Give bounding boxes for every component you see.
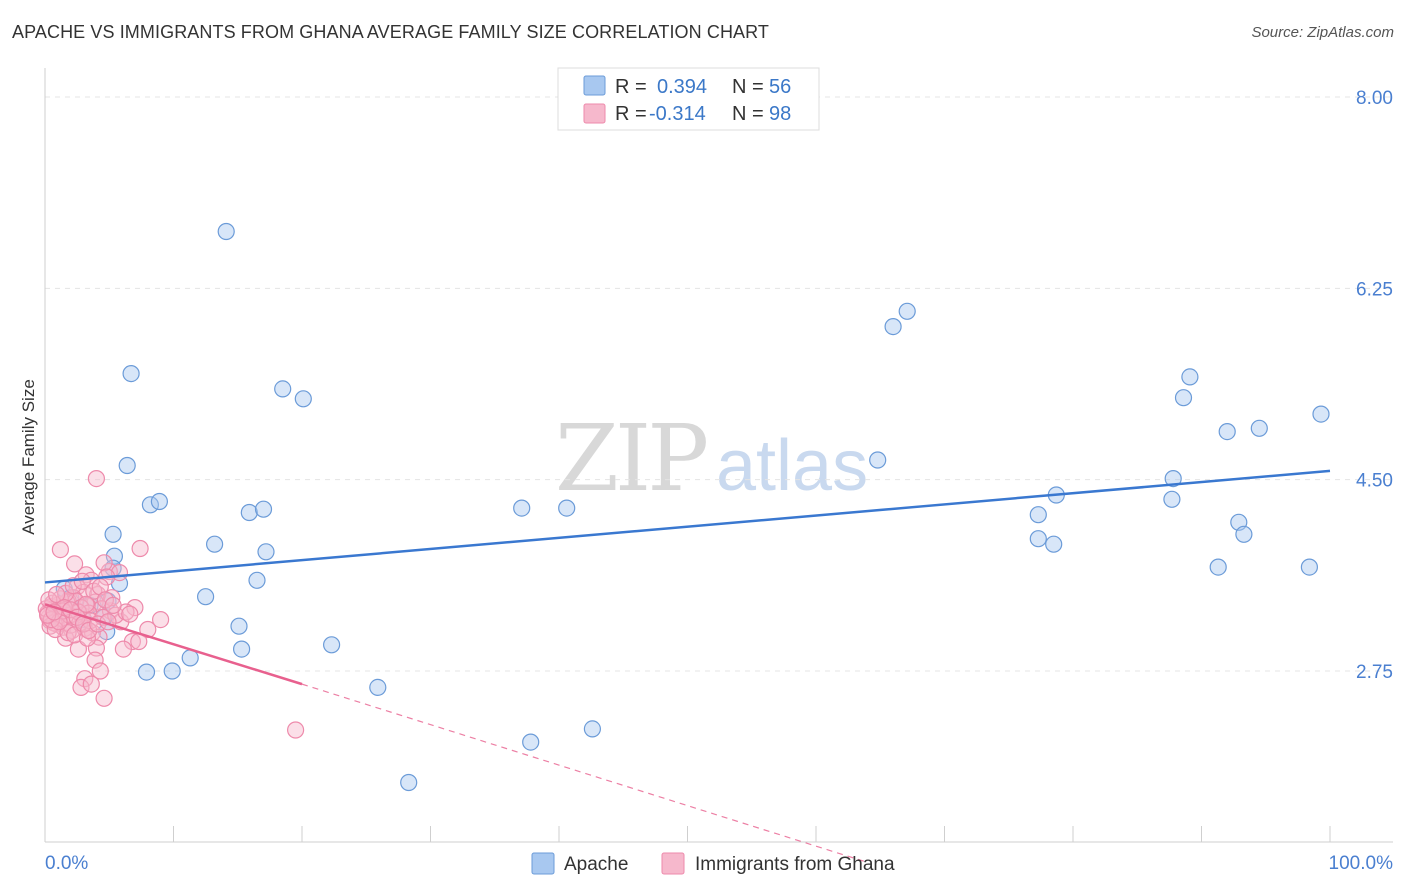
point-1-62 (64, 577, 82, 595)
point-0-11 (257, 543, 275, 561)
point-0-0 (217, 222, 235, 241)
bottom-legend-label-apache: Apache (564, 854, 628, 875)
point-1-20 (152, 610, 170, 629)
point-0-27 (513, 499, 531, 517)
point-1-1 (51, 540, 70, 559)
x-tick-label-max: 100.0% (1329, 853, 1394, 874)
point-0-45 (1235, 525, 1253, 543)
point-0-31 (583, 720, 602, 738)
bottom-legend-swatch-apache (531, 852, 555, 875)
series-1 (37, 470, 305, 739)
bottom-legend-swatch-ghana (661, 852, 685, 875)
bottom-legend-label-ghana: Immigrants from Ghana (695, 854, 895, 875)
point-0-28 (558, 499, 576, 517)
y-axis-label: Average Family Size (19, 379, 38, 535)
watermark-zip: ZIP (555, 405, 706, 512)
point-0-5 (141, 496, 159, 514)
point-0-21 (233, 640, 251, 658)
point-0-43 (1163, 490, 1181, 508)
y-tick-label-1: 4.50 (1356, 471, 1393, 492)
point-0-35 (1181, 368, 1199, 386)
point-0-18 (230, 617, 248, 635)
point-1-5 (95, 554, 113, 572)
watermark-atlas: atlas (716, 426, 868, 506)
point-0-25 (163, 662, 181, 680)
point-1-85 (104, 596, 122, 615)
point-1-86 (121, 605, 139, 623)
legend-n-label-apache: N = (732, 76, 764, 98)
point-0-15 (248, 571, 266, 589)
point-1-77 (95, 689, 113, 707)
x-tick-label-min: 0.0% (45, 853, 88, 874)
series-legend: Apache Immigrants from Ghana (531, 852, 895, 875)
point-0-26 (369, 678, 387, 697)
chart-title: APACHE VS IMMIGRANTS FROM GHANA AVERAGE … (12, 22, 770, 42)
point-1-73 (91, 662, 109, 680)
point-0-46 (1029, 530, 1047, 548)
point-0-47 (1045, 535, 1063, 553)
point-1-37 (114, 640, 133, 658)
point-0-24 (137, 663, 156, 681)
point-1-3 (131, 539, 149, 558)
legend-swatch-apache (583, 75, 606, 96)
point-0-4 (118, 456, 136, 475)
point-0-9 (240, 503, 258, 522)
point-0-3 (294, 390, 312, 408)
point-0-22 (323, 636, 341, 654)
point-0-7 (104, 525, 122, 543)
trend-line-1 (44, 603, 303, 686)
point-0-36 (1174, 389, 1193, 407)
source-credit: Source: ZipAtlas.com (1251, 24, 1394, 41)
point-1-83 (77, 595, 95, 613)
point-0-29 (400, 773, 418, 792)
point-0-34 (884, 318, 902, 336)
y-tick-labels: 2.75 4.50 6.25 8.00 (1356, 88, 1393, 683)
y-tick-label-2: 6.25 (1356, 279, 1393, 300)
point-1-76 (82, 675, 100, 693)
point-0-38 (1250, 419, 1268, 437)
point-0-8 (206, 535, 224, 553)
point-1-67 (41, 617, 59, 635)
trend-extension-1 (301, 683, 868, 863)
legend-n-value-ghana: 98 (769, 103, 791, 125)
point-1-75 (72, 678, 90, 697)
point-1-78 (287, 721, 305, 739)
point-0-37 (1218, 423, 1236, 441)
legend-r-label-ghana: R = (615, 103, 647, 125)
point-0-30 (522, 733, 540, 751)
point-0-10 (254, 500, 273, 518)
point-0-49 (1300, 558, 1319, 576)
point-0-33 (898, 302, 916, 320)
point-1-0 (87, 470, 106, 488)
point-1-72 (86, 651, 104, 669)
gridlines (45, 96, 1393, 672)
point-0-32 (869, 451, 887, 469)
point-0-16 (197, 588, 215, 606)
point-0-39 (1312, 405, 1330, 423)
point-0-6 (150, 492, 168, 511)
point-0-48 (1209, 558, 1227, 576)
point-0-42 (1029, 506, 1047, 524)
data-series (37, 222, 1331, 863)
legend-r-value-apache: 0.394 (657, 76, 707, 98)
point-1-93 (80, 621, 98, 640)
trend-line-0 (44, 469, 1331, 584)
legend-r-value-ghana: -0.314 (649, 103, 706, 125)
legend-n-value-apache: 56 (769, 76, 791, 98)
legend-n-label-ghana: N = (732, 103, 764, 125)
x-axis-ticks (44, 826, 1331, 842)
correlation-legend: R = 0.394 N = 56 R = -0.314 N = 98 (557, 67, 820, 131)
legend-r-label-apache: R = (615, 76, 647, 98)
y-tick-label-0: 2.75 (1356, 662, 1393, 683)
point-0-1 (122, 365, 140, 383)
y-tick-label-3: 8.00 (1356, 88, 1393, 109)
watermark: ZIP atlas (555, 405, 868, 512)
point-1-63 (73, 572, 91, 590)
point-1-80 (47, 585, 66, 604)
legend-swatch-ghana (583, 103, 606, 124)
point-0-40 (1164, 470, 1182, 488)
point-1-2 (65, 555, 84, 573)
point-0-2 (274, 380, 292, 398)
